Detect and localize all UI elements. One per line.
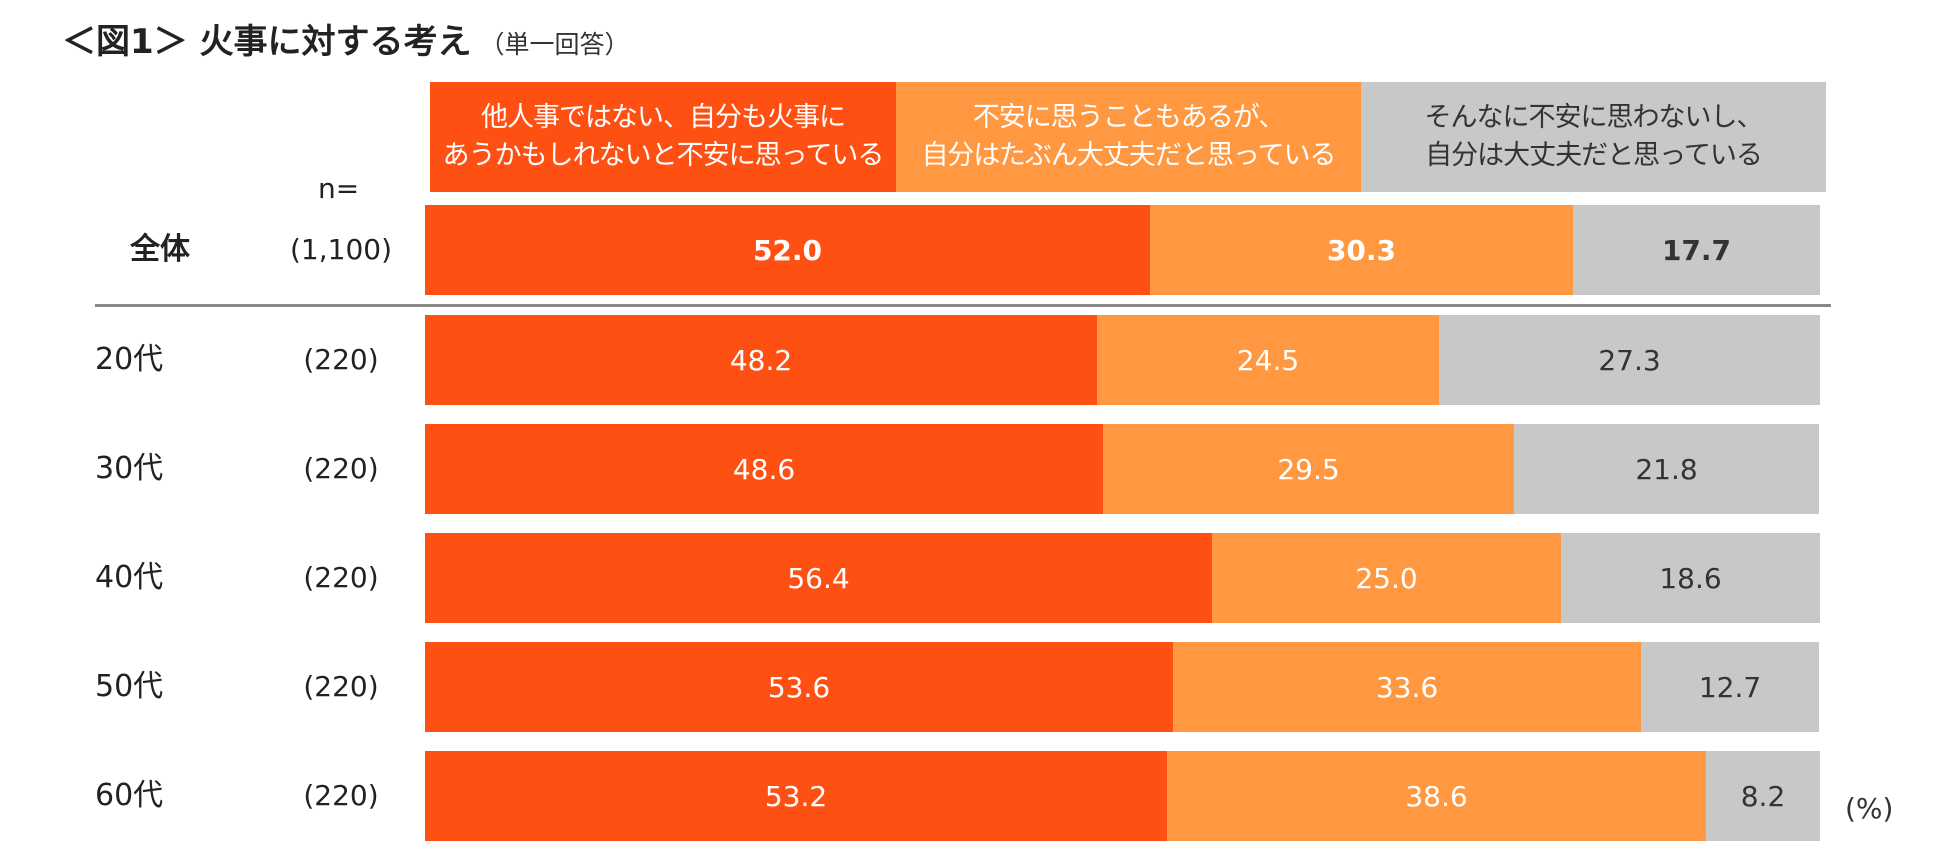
row-n: (220) (303, 561, 379, 594)
row-n: (220) (303, 779, 379, 812)
data-label: 21.8 (1635, 452, 1698, 486)
data-label: 38.6 (1405, 779, 1468, 813)
bar-segment: 21.8 (1514, 424, 1819, 514)
data-label: 33.6 (1375, 670, 1439, 704)
bar-segment: 29.5 (1103, 424, 1514, 514)
row-n: (220) (303, 670, 379, 703)
n-header: n= (318, 172, 360, 205)
bar-segment: 52.0 (425, 205, 1150, 295)
row-n: (220) (303, 343, 379, 376)
bar-segment: 38.6 (1167, 751, 1706, 841)
bar-segment: 33.6 (1173, 642, 1641, 732)
row-n: (220) (303, 452, 379, 485)
legend-item-2: 不安に思うこともあるが、 自分はたぶん大丈夫だと思っている (896, 82, 1361, 192)
row-label: 50代 (95, 669, 164, 704)
row-label: 20代 (95, 342, 164, 377)
data-label: 53.2 (764, 779, 828, 813)
chart-subtitle: （単一回答） (479, 30, 630, 59)
bar-segment: 24.5 (1097, 315, 1439, 405)
row-label: 30代 (95, 451, 164, 486)
unit-label: (%) (1845, 792, 1894, 825)
bar-segment: 18.6 (1561, 533, 1820, 623)
data-label: 24.5 (1236, 343, 1300, 377)
bar-segment: 25.0 (1212, 533, 1561, 623)
row-n: (1,100) (289, 233, 392, 266)
bar-segment: 53.6 (425, 642, 1173, 732)
row-label: 40代 (95, 560, 164, 595)
bar-segment: 48.2 (425, 315, 1097, 405)
bar-segment: 48.6 (425, 424, 1103, 514)
data-label: 48.2 (729, 343, 793, 377)
data-label: 12.7 (1698, 670, 1762, 704)
bar-segment: 30.3 (1150, 205, 1573, 295)
bar-segment: 8.2 (1706, 751, 1820, 841)
data-label: 30.3 (1326, 233, 1397, 267)
data-label: 29.5 (1277, 452, 1340, 486)
legend-item-1: 他人事ではない、自分も火事に あうかもしれないと不安に思っている (430, 82, 896, 192)
chart-title-text: ＜図1＞ 火事に対する考え (62, 22, 472, 62)
data-label: 52.0 (752, 233, 823, 267)
data-label: 56.4 (787, 561, 850, 595)
data-label: 18.6 (1659, 561, 1722, 595)
data-label: 53.6 (767, 670, 831, 704)
data-label: 8.2 (1740, 779, 1786, 813)
data-label: 25.0 (1355, 561, 1418, 595)
bar-segment: 56.4 (425, 533, 1212, 623)
bar-segment: 12.7 (1641, 642, 1819, 732)
row-label: 全体 (130, 232, 190, 267)
legend-item-3: そんなに不安に思わないし、 自分は大丈夫だと思っている (1361, 82, 1826, 192)
data-label: 27.3 (1598, 343, 1661, 377)
bar-segment: 53.2 (425, 751, 1167, 841)
bar-segment: 27.3 (1439, 315, 1820, 405)
overall-divider (95, 304, 1831, 307)
chart-title: ＜図1＞ 火事に対する考え （単一回答） (62, 14, 630, 63)
row-label: 60代 (95, 778, 164, 813)
bar-segment: 17.7 (1573, 205, 1820, 295)
data-label: 48.6 (732, 452, 796, 486)
data-label: 17.7 (1661, 233, 1732, 267)
